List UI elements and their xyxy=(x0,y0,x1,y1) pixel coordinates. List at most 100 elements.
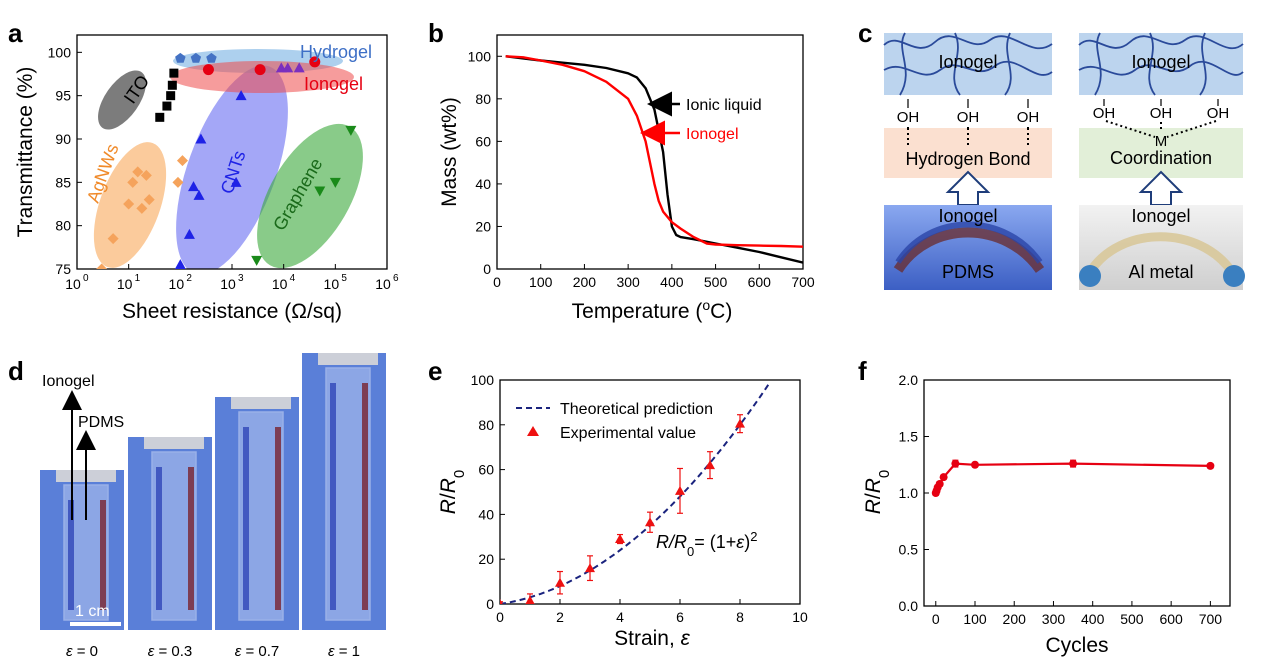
panel-c-schematic: Ionogel OH OH OH Hydrogen Bond Ionogel P… xyxy=(883,32,1245,290)
pdms-strip xyxy=(100,500,106,610)
ionogel-label-left: Ionogel xyxy=(938,52,997,72)
data-point-cnts xyxy=(195,133,207,144)
x-tick-label: 10 xyxy=(117,276,133,292)
x-tick-exponent: 5 xyxy=(341,273,347,284)
y-tick-label: 100 xyxy=(468,48,492,64)
chart-a-ylabel: Transmittance (%) xyxy=(14,67,37,238)
data-point-agnws xyxy=(136,202,148,214)
y-tick-label: 100 xyxy=(48,44,72,60)
data-point-agnws xyxy=(127,176,139,188)
photo-pdms-label: PDMS xyxy=(942,262,994,282)
y-tick-label: 40 xyxy=(478,506,494,522)
hydrogen-bond-box xyxy=(884,128,1052,178)
data-point-agnws xyxy=(176,155,188,167)
pdms-strip xyxy=(275,427,281,610)
data-point-graphene xyxy=(251,255,263,266)
pdms-strip xyxy=(188,467,194,610)
panel-letter-f: f xyxy=(858,356,867,386)
x-tick-label: 700 xyxy=(791,274,815,290)
x-tick-label: 300 xyxy=(1042,611,1066,627)
chart-f-data xyxy=(931,459,1215,497)
region-ito xyxy=(98,70,146,130)
ionogel-strip xyxy=(68,500,74,610)
photo-bent-al xyxy=(1086,232,1236,275)
oh-left-3: OH xyxy=(1017,109,1040,126)
x-tick-label: 10 xyxy=(375,276,391,292)
data-point-ionogel xyxy=(254,64,266,76)
photo-strain-0-3 xyxy=(128,437,212,630)
data-point-agnws xyxy=(107,233,119,245)
oh-left-1: OH xyxy=(897,109,920,126)
theoretical-curve xyxy=(500,381,771,604)
data-point-experimental xyxy=(705,460,715,470)
coordination-box xyxy=(1079,128,1243,178)
y-tick-label: 0.5 xyxy=(899,542,919,558)
x-tick-label: 600 xyxy=(1159,611,1183,627)
ionogel-strip xyxy=(243,427,249,610)
y-tick-label: 80 xyxy=(475,91,491,107)
data-point-experimental xyxy=(585,563,595,573)
data-point-ito xyxy=(169,68,179,78)
y-tick-label: 95 xyxy=(55,88,71,104)
oh-right-1: OH xyxy=(1093,105,1116,122)
panel-letter-d: d xyxy=(8,356,24,386)
coord-dots xyxy=(1105,120,1156,138)
data-point-ionogel xyxy=(202,64,214,76)
up-arrow-icon xyxy=(945,170,991,206)
chart-b-lines xyxy=(505,55,803,264)
chart-b-ticks: 0 100 200 300 400 500 600 700 0 20 40 60 80 100 xyxy=(468,48,815,290)
glove-right xyxy=(1223,265,1245,287)
x-tick-label: 2 xyxy=(556,609,564,625)
panel-d-photos: Ionogel PDMS 1 cm ε = 0 ε = 0.3 ε = 0.7 … xyxy=(40,353,386,660)
metal-label: M xyxy=(1155,133,1168,150)
data-point-ionogel xyxy=(309,56,321,68)
x-tick-label: 500 xyxy=(1120,611,1144,627)
x-tick-label: 100 xyxy=(963,611,987,627)
hydrogen-bond-label: Hydrogen Bond xyxy=(905,149,1030,169)
label-ionogel-d: Ionogel xyxy=(42,373,95,390)
photo-bent-ionogel xyxy=(895,221,1043,264)
data-point-agnws xyxy=(96,263,108,269)
series-line-ionic-liquid xyxy=(505,55,803,264)
photo-ionogel-label-left: Ionogel xyxy=(938,206,997,226)
x-tick-exponent: 0 xyxy=(83,273,89,284)
y-tick-label: 40 xyxy=(475,176,491,192)
label-pdms-d: PDMS xyxy=(78,414,124,431)
legend-theoretical: Theoretical prediction xyxy=(560,401,713,418)
x-tick-label: 10 xyxy=(65,276,81,292)
chart-f-ticks: 0 100 200 300 400 500 600 700 0.0 0.5 1.0 1.5 2.0 xyxy=(899,372,1223,627)
label-ionogel-b: Ionogel xyxy=(686,126,739,143)
clamp-top xyxy=(318,353,378,365)
ionogel-label-right: Ionogel xyxy=(1131,52,1190,72)
polymer-chains-left xyxy=(883,32,1053,96)
ionogel-strip xyxy=(330,383,336,610)
data-point-ito xyxy=(162,101,172,111)
chart-f-xlabel: Cycles xyxy=(1045,634,1108,657)
data-point-cnts xyxy=(230,176,242,187)
photo-al-label: Al metal xyxy=(1128,262,1193,282)
data-point-experimental xyxy=(500,599,503,604)
y-tick-label: 85 xyxy=(55,174,71,190)
chart-e-xlabel: Strain, ε xyxy=(614,627,691,650)
clamp-top xyxy=(231,397,291,409)
y-tick-label: 90 xyxy=(55,131,71,147)
panel-letter-c: c xyxy=(858,18,872,48)
coordination-label: Coordination xyxy=(1110,148,1212,168)
panel-letter-e: e xyxy=(428,356,442,386)
clamp-top xyxy=(144,437,204,449)
data-point-experimental xyxy=(735,418,745,428)
coord-dots xyxy=(1166,120,1217,138)
x-tick-label: 10 xyxy=(792,609,808,625)
y-tick-label: 20 xyxy=(478,551,494,567)
data-point-experimental xyxy=(675,485,685,495)
data-point-agnws xyxy=(172,176,184,188)
chart-b: 0 100 200 300 400 500 600 700 0 20 40 60 80 100 Ionic… xyxy=(438,34,815,323)
data-point-agnws xyxy=(123,198,135,210)
glove-left xyxy=(1079,265,1101,287)
data-point-agnws xyxy=(132,166,144,178)
equation: R/R0= (1+ε)2 xyxy=(656,529,757,559)
